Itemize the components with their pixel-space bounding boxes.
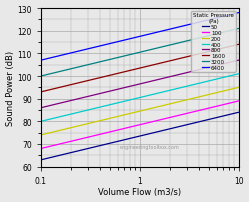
100 [156, 120, 159, 122]
1600 [39, 91, 42, 94]
800 [40, 107, 43, 109]
200 [219, 91, 222, 94]
100 [39, 148, 42, 150]
800 [219, 64, 222, 66]
3200 [206, 36, 209, 38]
100 [160, 119, 163, 121]
800 [237, 60, 240, 62]
400 [40, 120, 43, 123]
Line: 800: 800 [41, 61, 239, 108]
3200 [39, 75, 42, 78]
Line: 3200: 3200 [41, 29, 239, 77]
50 [206, 119, 209, 121]
1600 [160, 62, 163, 65]
3200 [40, 75, 43, 78]
100 [206, 108, 209, 110]
50 [156, 131, 159, 133]
50 [237, 112, 240, 114]
200 [160, 105, 163, 107]
800 [157, 79, 160, 81]
200 [206, 94, 209, 97]
200 [156, 106, 159, 108]
3200 [160, 46, 163, 49]
Line: 1600: 1600 [41, 45, 239, 93]
1600 [156, 63, 159, 66]
Line: 6400: 6400 [41, 14, 239, 61]
Line: 400: 400 [41, 74, 239, 122]
100 [157, 119, 160, 122]
400 [206, 81, 209, 83]
1600 [206, 51, 209, 54]
Y-axis label: Sound Power (dB): Sound Power (dB) [5, 50, 14, 125]
400 [39, 121, 42, 123]
Line: 50: 50 [41, 113, 239, 160]
400 [157, 92, 160, 95]
3200 [156, 47, 159, 50]
1600 [219, 48, 222, 51]
400 [156, 93, 159, 95]
1600 [237, 44, 240, 46]
1600 [40, 91, 43, 94]
50 [39, 159, 42, 161]
800 [39, 107, 42, 109]
1600 [157, 63, 160, 65]
800 [156, 79, 159, 81]
100 [219, 105, 222, 107]
6400 [206, 20, 209, 22]
400 [237, 73, 240, 76]
50 [157, 131, 160, 133]
200 [157, 106, 160, 108]
Line: 200: 200 [41, 88, 239, 135]
3200 [219, 33, 222, 35]
400 [219, 78, 222, 80]
200 [40, 134, 43, 136]
6400 [219, 17, 222, 19]
3200 [237, 28, 240, 31]
50 [40, 159, 43, 161]
50 [219, 116, 222, 118]
50 [160, 130, 163, 132]
6400 [156, 32, 159, 34]
Legend: 50, 100, 200, 400, 800, 1600, 3200, 6400: 50, 100, 200, 400, 800, 1600, 3200, 6400 [191, 12, 236, 72]
200 [39, 134, 42, 137]
6400 [40, 60, 43, 62]
Line: 100: 100 [41, 101, 239, 149]
6400 [160, 31, 163, 33]
100 [40, 147, 43, 150]
Text: engineeringtoolbox.com: engineeringtoolbox.com [120, 144, 180, 149]
800 [160, 78, 163, 80]
100 [237, 100, 240, 103]
6400 [39, 60, 42, 62]
400 [160, 92, 163, 94]
200 [237, 87, 240, 89]
6400 [157, 32, 160, 34]
X-axis label: Volume Flow (m3/s): Volume Flow (m3/s) [98, 187, 181, 197]
800 [206, 67, 209, 69]
3200 [157, 47, 160, 50]
6400 [237, 12, 240, 15]
